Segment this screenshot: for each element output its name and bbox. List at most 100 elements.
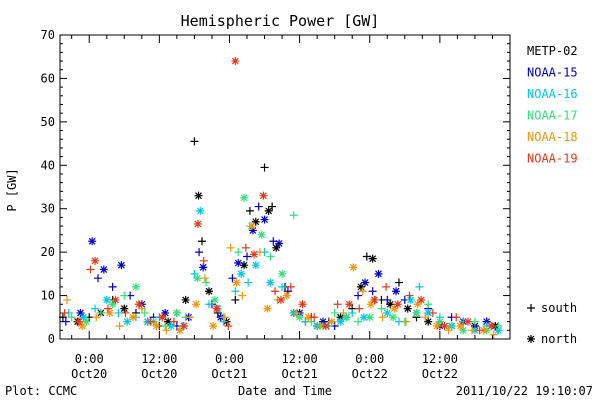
data-points xyxy=(58,57,503,339)
north-point xyxy=(393,300,402,309)
north-point xyxy=(435,317,444,326)
marker-stroke xyxy=(120,304,129,313)
marker-stroke xyxy=(321,321,330,330)
y-tick-label: 60 xyxy=(41,71,55,85)
north-point xyxy=(456,321,465,330)
north-point xyxy=(240,193,249,202)
south-point xyxy=(67,313,76,322)
marker-stroke xyxy=(140,308,149,317)
marker-stroke xyxy=(114,308,123,317)
marker-stroke xyxy=(361,278,370,287)
marker-stroke xyxy=(192,300,201,309)
south-point xyxy=(92,313,101,322)
south-point xyxy=(202,278,211,287)
y-tick-label: 10 xyxy=(41,289,55,303)
north-point xyxy=(247,222,256,231)
marker-stroke xyxy=(432,321,441,330)
marker-stroke xyxy=(190,269,199,278)
marker-stroke xyxy=(240,261,249,270)
marker-stroke xyxy=(251,217,260,226)
south-point xyxy=(60,308,69,317)
marker-stroke xyxy=(358,287,367,296)
south-point xyxy=(428,308,437,317)
north-point xyxy=(240,261,249,270)
south-point xyxy=(120,291,129,300)
south-point xyxy=(200,274,209,283)
marker-stroke xyxy=(386,300,395,309)
south-point xyxy=(137,304,146,313)
south-point xyxy=(161,321,170,330)
y-tick-label: 30 xyxy=(41,202,55,216)
marker-stroke xyxy=(365,313,374,322)
north-point xyxy=(412,308,421,317)
north-point xyxy=(192,300,201,309)
south-point xyxy=(383,295,392,304)
south-point xyxy=(289,211,298,220)
north-point xyxy=(193,219,202,228)
north-point xyxy=(257,230,266,239)
north-point xyxy=(342,313,351,322)
north-point xyxy=(117,261,126,270)
north-point xyxy=(237,269,246,278)
south-point xyxy=(271,287,280,296)
north-point xyxy=(79,313,88,322)
south-point xyxy=(238,291,247,300)
marker-stroke xyxy=(220,313,229,322)
x-tick-time: 0:00 xyxy=(215,352,244,366)
south-point xyxy=(241,243,250,252)
marker-stroke xyxy=(383,308,392,317)
north-point xyxy=(295,313,304,322)
marker-stroke xyxy=(413,300,422,309)
marker-stroke xyxy=(333,300,342,309)
north-point xyxy=(349,263,358,272)
south-point xyxy=(91,304,100,313)
marker-stroke xyxy=(237,269,246,278)
south-point xyxy=(103,304,112,313)
south-point xyxy=(185,313,194,322)
north-point xyxy=(390,304,399,313)
south-point xyxy=(470,317,479,326)
marker-stroke xyxy=(336,317,345,326)
south-point xyxy=(310,313,319,322)
south-point xyxy=(355,304,364,313)
x-tick-date: Oct22 xyxy=(422,367,458,381)
north-point xyxy=(210,295,219,304)
marker-stroke xyxy=(79,313,88,322)
y-tick-label: 40 xyxy=(41,158,55,172)
x-tick-date: Oct21 xyxy=(282,367,318,381)
south-point xyxy=(475,326,484,335)
north-point xyxy=(232,278,241,287)
marker-stroke xyxy=(226,243,235,252)
marker-stroke xyxy=(276,295,285,304)
marker-stroke xyxy=(257,230,266,239)
legend-noaa-15: NOAA-15 xyxy=(527,66,578,80)
marker-stroke xyxy=(527,335,535,343)
marker-stroke xyxy=(382,282,391,291)
legend-noaa-17: NOAA-17 xyxy=(527,109,578,123)
marker-stroke xyxy=(123,317,132,326)
marker-stroke xyxy=(164,317,173,326)
south-point xyxy=(394,278,403,287)
north-point xyxy=(172,308,181,317)
north-point xyxy=(304,313,313,322)
x-tick-date: Oct20 xyxy=(71,367,107,381)
marker-stroke xyxy=(359,313,368,322)
marker-stroke xyxy=(487,321,496,330)
marker-stroke xyxy=(179,321,188,330)
marker-stroke xyxy=(63,295,72,304)
marker-stroke xyxy=(336,313,345,322)
south-point xyxy=(190,137,199,146)
north-point xyxy=(459,326,468,335)
north-point xyxy=(251,217,260,226)
north-point xyxy=(111,295,120,304)
marker-stroke xyxy=(243,252,252,261)
marker-stroke xyxy=(354,317,363,326)
north-point xyxy=(356,282,365,291)
south-point xyxy=(146,317,155,326)
marker-stroke xyxy=(355,304,364,313)
south-point xyxy=(199,256,208,265)
marker-stroke xyxy=(354,291,363,300)
north-point xyxy=(424,317,433,326)
marker-stroke xyxy=(194,191,203,200)
